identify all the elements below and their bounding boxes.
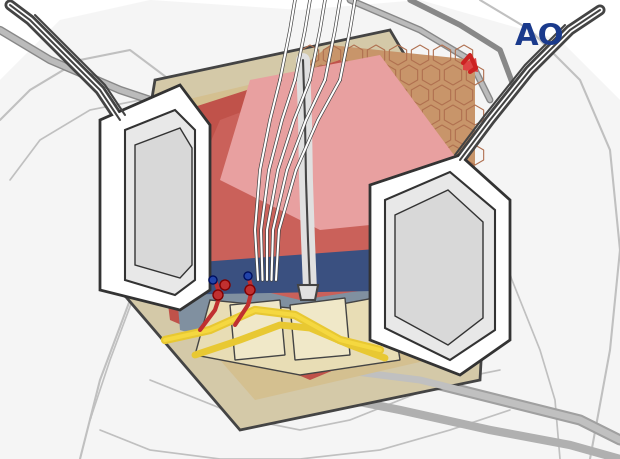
- Polygon shape: [120, 30, 490, 430]
- Polygon shape: [463, 58, 478, 72]
- Polygon shape: [370, 155, 510, 375]
- Circle shape: [244, 272, 252, 280]
- Circle shape: [213, 290, 223, 300]
- Circle shape: [245, 285, 255, 295]
- Polygon shape: [230, 300, 285, 360]
- Polygon shape: [175, 270, 440, 370]
- Polygon shape: [298, 285, 318, 300]
- Circle shape: [209, 276, 217, 284]
- Polygon shape: [395, 190, 483, 345]
- Polygon shape: [160, 245, 440, 295]
- Polygon shape: [385, 172, 495, 360]
- Text: AO: AO: [515, 22, 564, 51]
- Polygon shape: [195, 295, 400, 375]
- Polygon shape: [125, 110, 195, 295]
- Polygon shape: [150, 55, 460, 400]
- Polygon shape: [220, 55, 465, 230]
- Polygon shape: [100, 85, 210, 310]
- Polygon shape: [135, 128, 192, 278]
- Circle shape: [220, 280, 230, 290]
- Polygon shape: [290, 298, 350, 360]
- Polygon shape: [260, 45, 475, 220]
- Polygon shape: [190, 75, 430, 330]
- Polygon shape: [155, 60, 460, 380]
